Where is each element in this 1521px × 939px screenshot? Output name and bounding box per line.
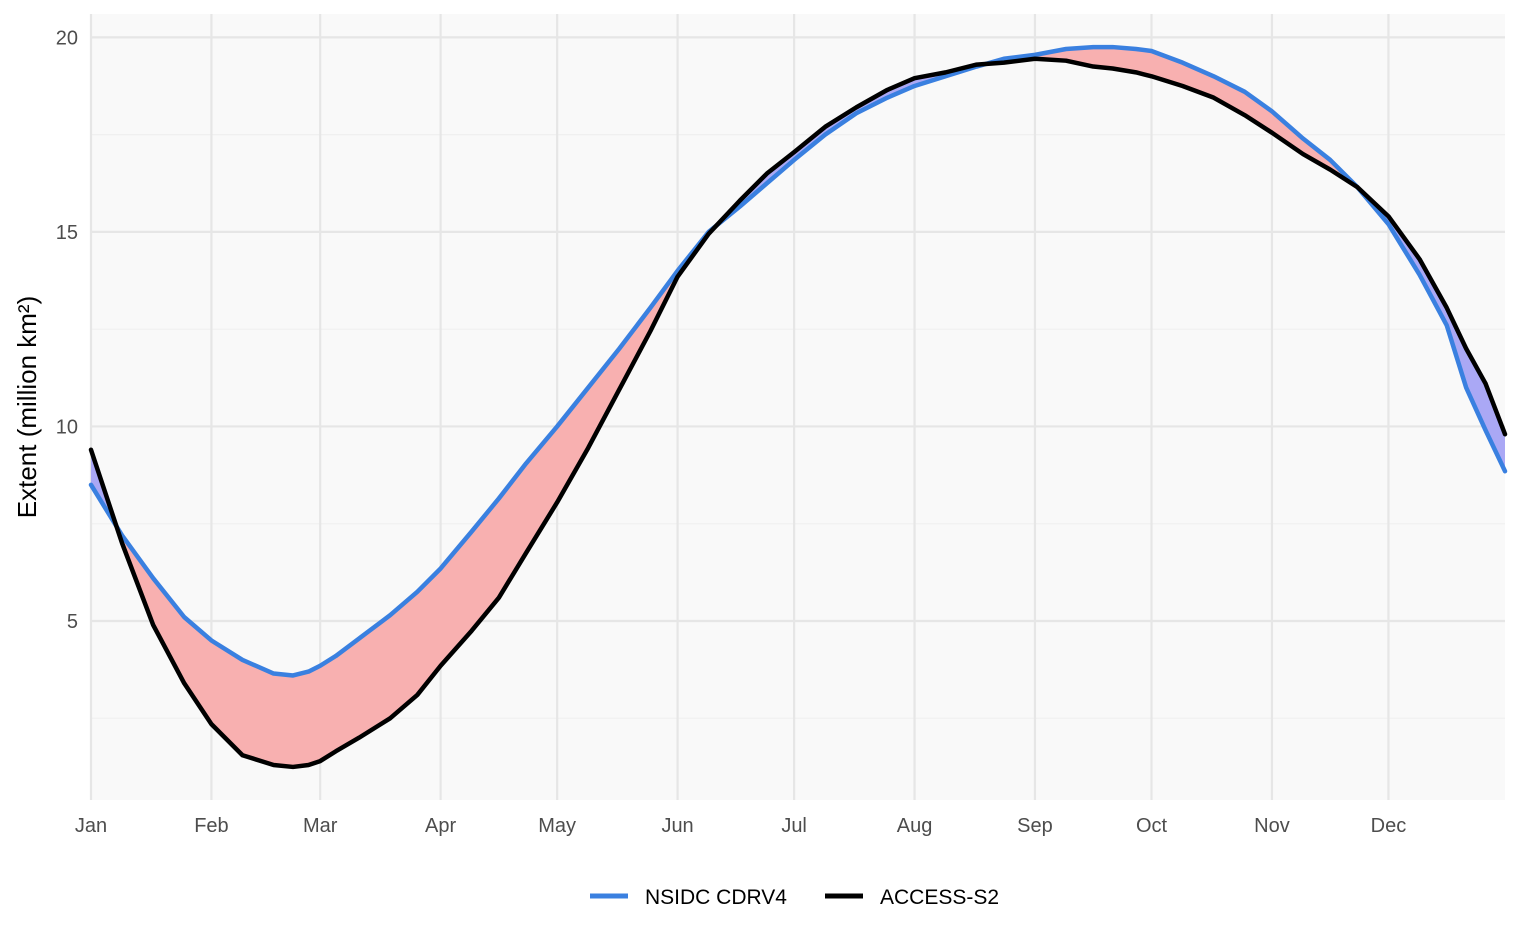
x-tick-label: Nov: [1254, 815, 1290, 837]
x-tick-label: Mar: [303, 815, 338, 837]
x-tick-label: Jul: [781, 815, 807, 837]
legend: NSIDC CDRV4 ACCESS-S2: [590, 886, 999, 909]
y-tick-label: 15: [56, 222, 78, 244]
x-tick-label: Jan: [75, 815, 107, 837]
fill-nsidc-above: [116, 225, 717, 767]
legend-label-access: ACCESS-S2: [880, 886, 999, 909]
y-tick-label: 10: [56, 416, 78, 438]
y-tick-label: 20: [56, 27, 78, 49]
legend-label-nsidc: NSIDC CDRV4: [645, 886, 787, 909]
x-tick-label: Jun: [661, 815, 693, 837]
x-tick-label: Oct: [1136, 815, 1168, 837]
x-axis-tick-labels: Jan Feb Mar Apr May Jun Jul Aug Sep Oct Nov Dec: [75, 815, 1406, 837]
y-tick-label: 5: [67, 611, 78, 633]
series-lines: [88, 44, 1508, 770]
x-tick-label: Feb: [194, 815, 228, 837]
x-tick-label: Sep: [1017, 815, 1053, 837]
series-line-access: [88, 56, 1508, 770]
y-axis-tick-labels: 5 10 15 20: [56, 27, 78, 633]
series-line-nsidc: [88, 44, 1508, 678]
y-axis-title: Extent (million km²): [12, 296, 42, 518]
x-tick-label: May: [538, 815, 576, 837]
x-tick-label: Dec: [1371, 815, 1407, 837]
x-tick-label: Apr: [425, 815, 456, 837]
x-tick-label: Aug: [897, 815, 933, 837]
fill-nsidc-above: [985, 47, 1358, 188]
